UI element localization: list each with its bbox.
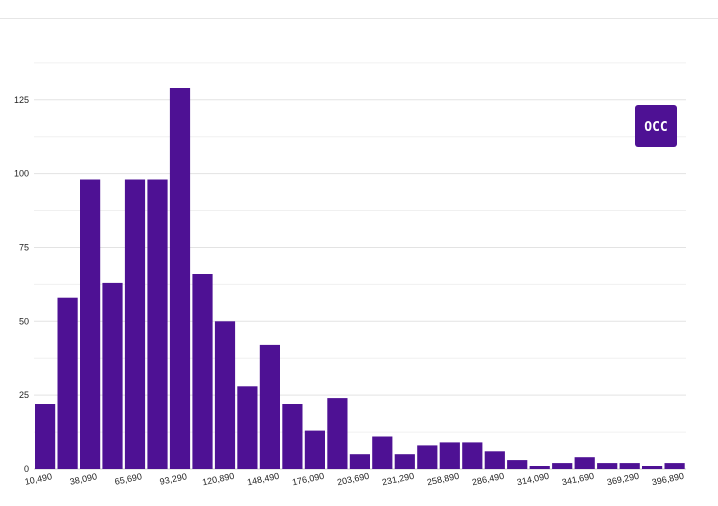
histogram-bar	[327, 398, 348, 469]
histogram-bar	[574, 457, 595, 469]
bars	[35, 88, 685, 469]
top-divider	[0, 18, 718, 19]
histogram-bar	[192, 274, 213, 469]
histogram-bar	[619, 463, 640, 469]
y-tick-label: 25	[19, 390, 29, 400]
histogram-bar	[484, 451, 505, 469]
histogram-bar	[664, 463, 685, 469]
histogram-bar	[597, 463, 618, 469]
y-tick-label: 75	[19, 242, 29, 252]
histogram-bar	[169, 88, 191, 469]
y-tick-label: 50	[19, 316, 29, 326]
histogram-bar	[372, 436, 393, 469]
histogram-bar	[237, 386, 258, 469]
x-tick-label: 120,890	[201, 471, 235, 488]
logo-text: OCC	[644, 120, 667, 135]
x-axis-labels: 10,490 38,090 65,690 93,290 120,890 148,490 17…	[24, 471, 685, 488]
histogram-bar	[349, 454, 370, 469]
x-tick-label: 38,090	[69, 471, 98, 487]
histogram-bar	[214, 321, 236, 469]
y-tick-label: 125	[14, 95, 29, 105]
histogram-bar	[642, 466, 663, 469]
histogram-bar	[259, 344, 280, 469]
histogram-bar	[507, 460, 528, 469]
y-tick-label: 0	[24, 464, 29, 474]
histogram-bar	[304, 430, 325, 469]
x-tick-label: 231,290	[381, 471, 415, 488]
x-tick-label: 286,490	[471, 471, 505, 488]
histogram-bar	[462, 442, 483, 469]
x-tick-label: 65,690	[114, 471, 143, 487]
x-tick-label: 203,690	[336, 471, 370, 488]
histogram-bar	[57, 297, 78, 469]
y-axis-labels: 0 25 50 75 100 125	[14, 95, 29, 474]
x-tick-label: 258,890	[426, 471, 460, 488]
logo-background	[635, 105, 677, 147]
histogram-bar	[552, 463, 573, 469]
occ-logo: OCC	[635, 105, 677, 147]
x-tick-label: 341,690	[561, 471, 595, 488]
histogram-bar	[282, 404, 303, 469]
histogram-bar	[35, 404, 56, 469]
histogram-bar	[417, 445, 438, 469]
histogram-bar	[102, 282, 123, 469]
histogram-bar	[124, 179, 146, 469]
x-tick-label: 176,090	[291, 471, 325, 488]
x-tick-label: 396,890	[651, 471, 685, 488]
x-tick-label: 93,290	[159, 471, 188, 487]
histogram-bar	[80, 179, 101, 469]
x-tick-label: 369,290	[606, 471, 640, 488]
histogram-bar	[394, 454, 415, 469]
histogram-bar	[147, 179, 168, 469]
x-tick-label: 314,090	[516, 471, 550, 488]
histogram-bar	[529, 466, 550, 469]
y-tick-label: 100	[14, 169, 29, 179]
x-tick-label: 148,490	[246, 471, 280, 488]
histogram-bar	[439, 442, 460, 469]
